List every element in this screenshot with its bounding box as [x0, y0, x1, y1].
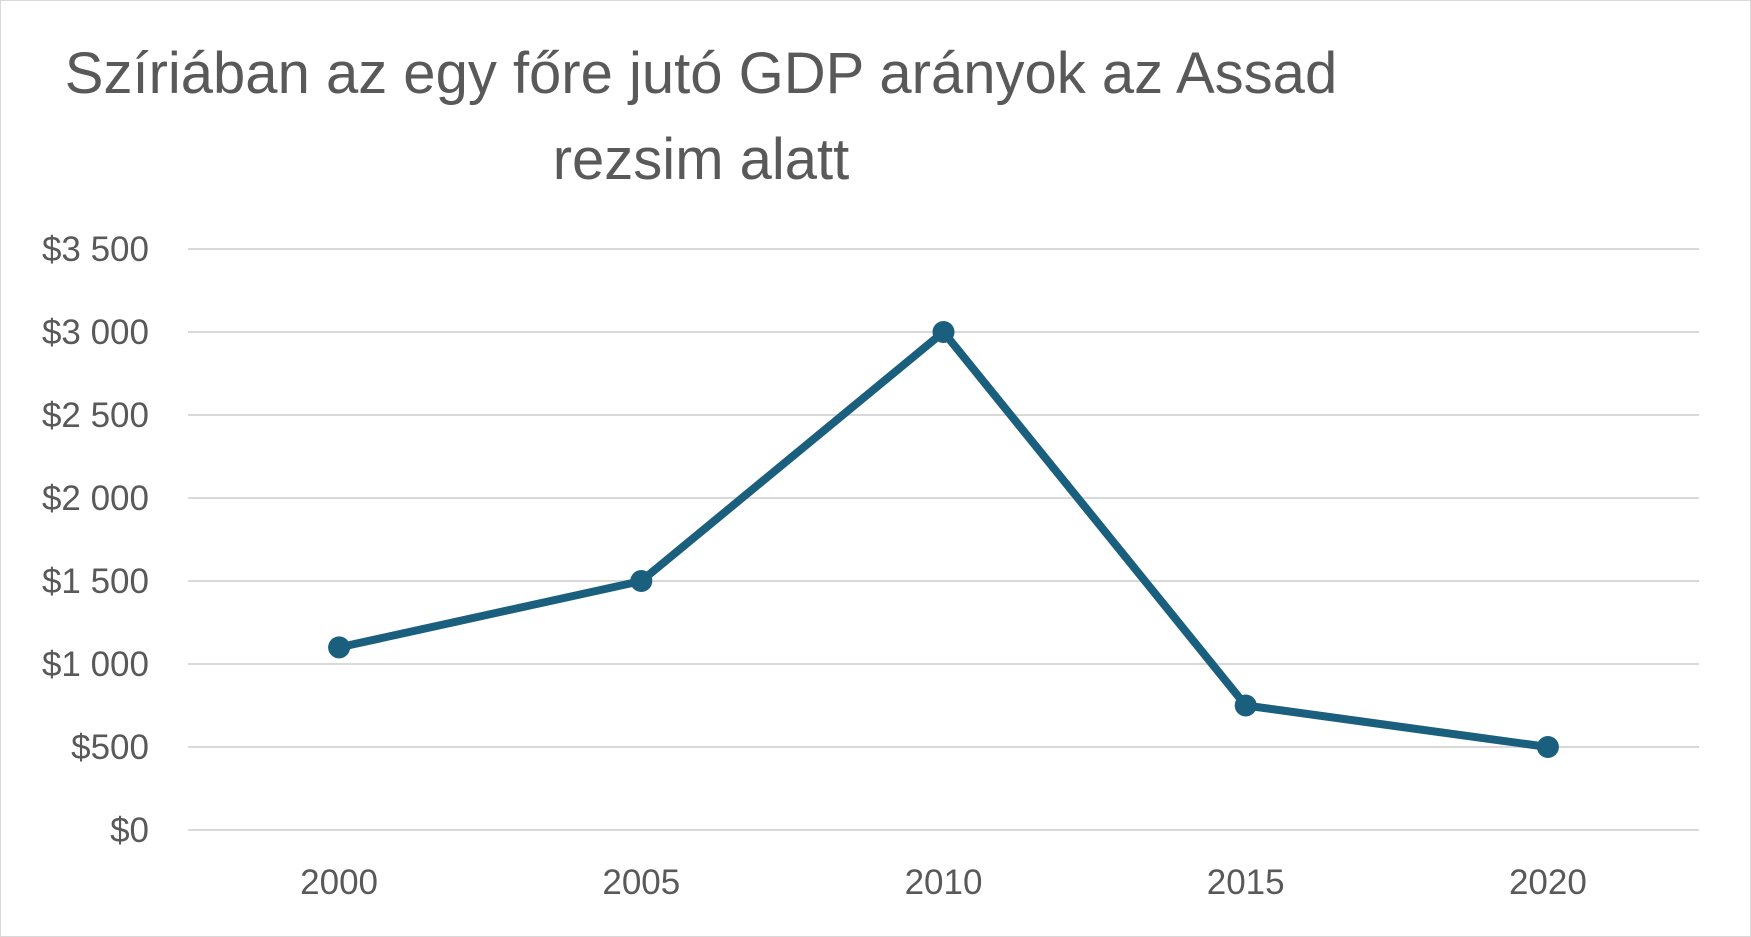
series-layer	[328, 321, 1559, 758]
data-point	[630, 570, 653, 592]
data-point	[932, 321, 955, 343]
x-tick-label: 2020	[1509, 863, 1587, 902]
x-tick-label: 2015	[1207, 863, 1285, 902]
y-tick-label: $2 500	[42, 396, 149, 435]
x-axis-ticks: 2000 2005 2010 2015 2020	[300, 863, 1587, 902]
y-tick-label: $500	[71, 728, 149, 767]
chart-title: Szíriában az egy főre jutó GDP arányok a…	[64, 41, 1338, 192]
y-tick-label: $1 000	[42, 645, 149, 684]
y-tick-label: $1 500	[42, 562, 149, 601]
y-tick-label: $3 000	[42, 313, 149, 352]
data-point	[1234, 694, 1257, 717]
x-tick-label: 2010	[905, 863, 983, 902]
data-point	[328, 636, 351, 659]
y-tick-label: $3 500	[42, 230, 149, 269]
x-tick-label: 2005	[602, 863, 680, 902]
y-axis-ticks: $0 $500 $1 000 $1 500 $2 000 $2 500 $3 000 $3 5…	[42, 230, 149, 850]
x-tick-label: 2000	[300, 863, 378, 902]
y-tick-label: $0	[110, 811, 149, 850]
data-point	[1536, 736, 1559, 758]
series-line	[335, 328, 1552, 751]
y-tick-label: $2 000	[42, 479, 149, 518]
